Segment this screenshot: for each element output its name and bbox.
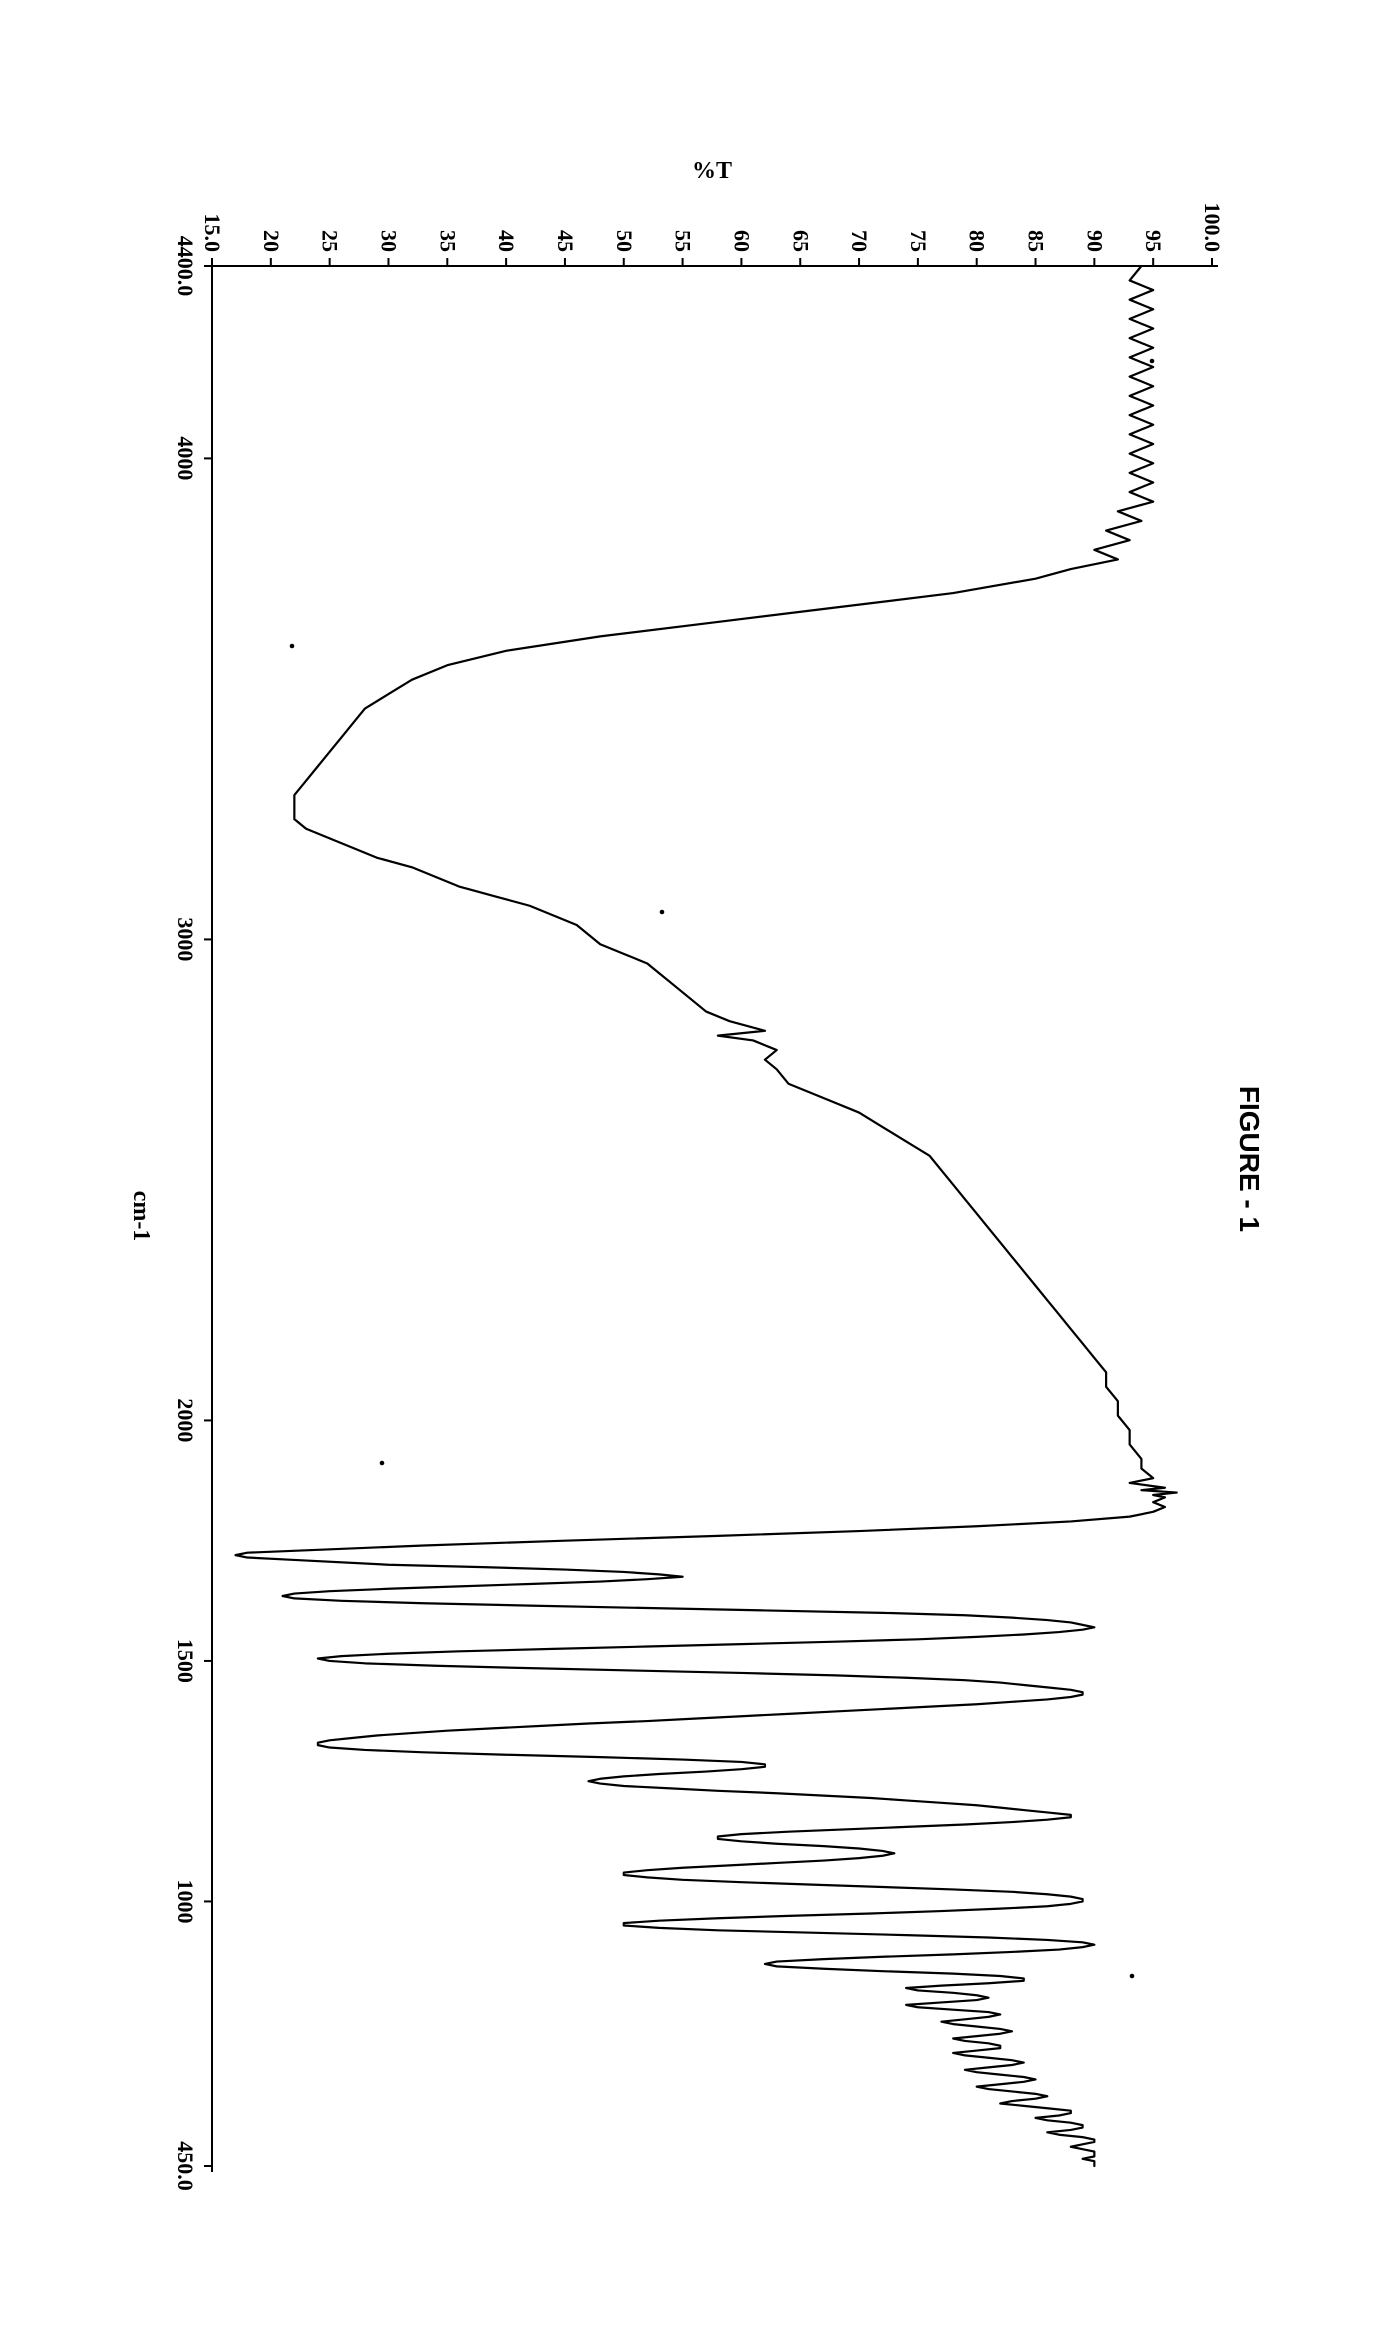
y-tick-label: 20 bbox=[258, 230, 283, 252]
y-tick-label: 65 bbox=[788, 230, 813, 252]
x-tick-label: 4000 bbox=[173, 436, 198, 480]
y-tick-label: 90 bbox=[1082, 230, 1107, 252]
x-tick-label: 2000 bbox=[173, 1398, 198, 1442]
y-tick-label: 70 bbox=[847, 230, 872, 252]
y-tick-label: 80 bbox=[964, 230, 989, 252]
y-tick-label: 50 bbox=[611, 230, 636, 252]
plot-bg bbox=[92, 146, 1302, 2206]
y-tick-label: 60 bbox=[729, 230, 754, 252]
y-tick-label: 95 bbox=[1141, 230, 1166, 252]
y-tick-label: 75 bbox=[905, 230, 930, 252]
x-tick-label: 450.0 bbox=[173, 2141, 198, 2191]
x-tick-label: 3000 bbox=[173, 917, 198, 961]
y-axis-label: %T bbox=[691, 158, 731, 184]
y-tick-label: 15.0 bbox=[200, 214, 225, 253]
chart-title: FIGURE - 1 bbox=[1234, 1086, 1265, 1232]
y-tick-label: 100.0 bbox=[1200, 203, 1225, 253]
y-tick-label: 25 bbox=[317, 230, 342, 252]
ir-spectrum-chart: FIGURE - 1 15.0 20 25 30 35 40 45 50 55 60 65 70 75 80… bbox=[92, 146, 1302, 2206]
chart-container: FIGURE - 1 15.0 20 25 30 35 40 45 50 55 60 65 70 75 80… bbox=[92, 146, 1302, 2206]
y-tick-label: 30 bbox=[376, 230, 401, 252]
y-tick-label: 35 bbox=[435, 230, 460, 252]
y-tick-label: 40 bbox=[494, 230, 519, 252]
x-tick-label: 1000 bbox=[173, 1879, 198, 1923]
page: FIGURE - 1 15.0 20 25 30 35 40 45 50 55 60 65 70 75 80… bbox=[0, 0, 1393, 2352]
y-tick-label: 45 bbox=[552, 230, 577, 252]
y-tick-label: 85 bbox=[1023, 230, 1048, 252]
x-tick-label: 4400.0 bbox=[173, 236, 198, 297]
x-axis-label: cm-1 bbox=[128, 1191, 154, 1242]
x-tick-label: 1500 bbox=[173, 1639, 198, 1683]
y-tick-label: 55 bbox=[670, 230, 695, 252]
